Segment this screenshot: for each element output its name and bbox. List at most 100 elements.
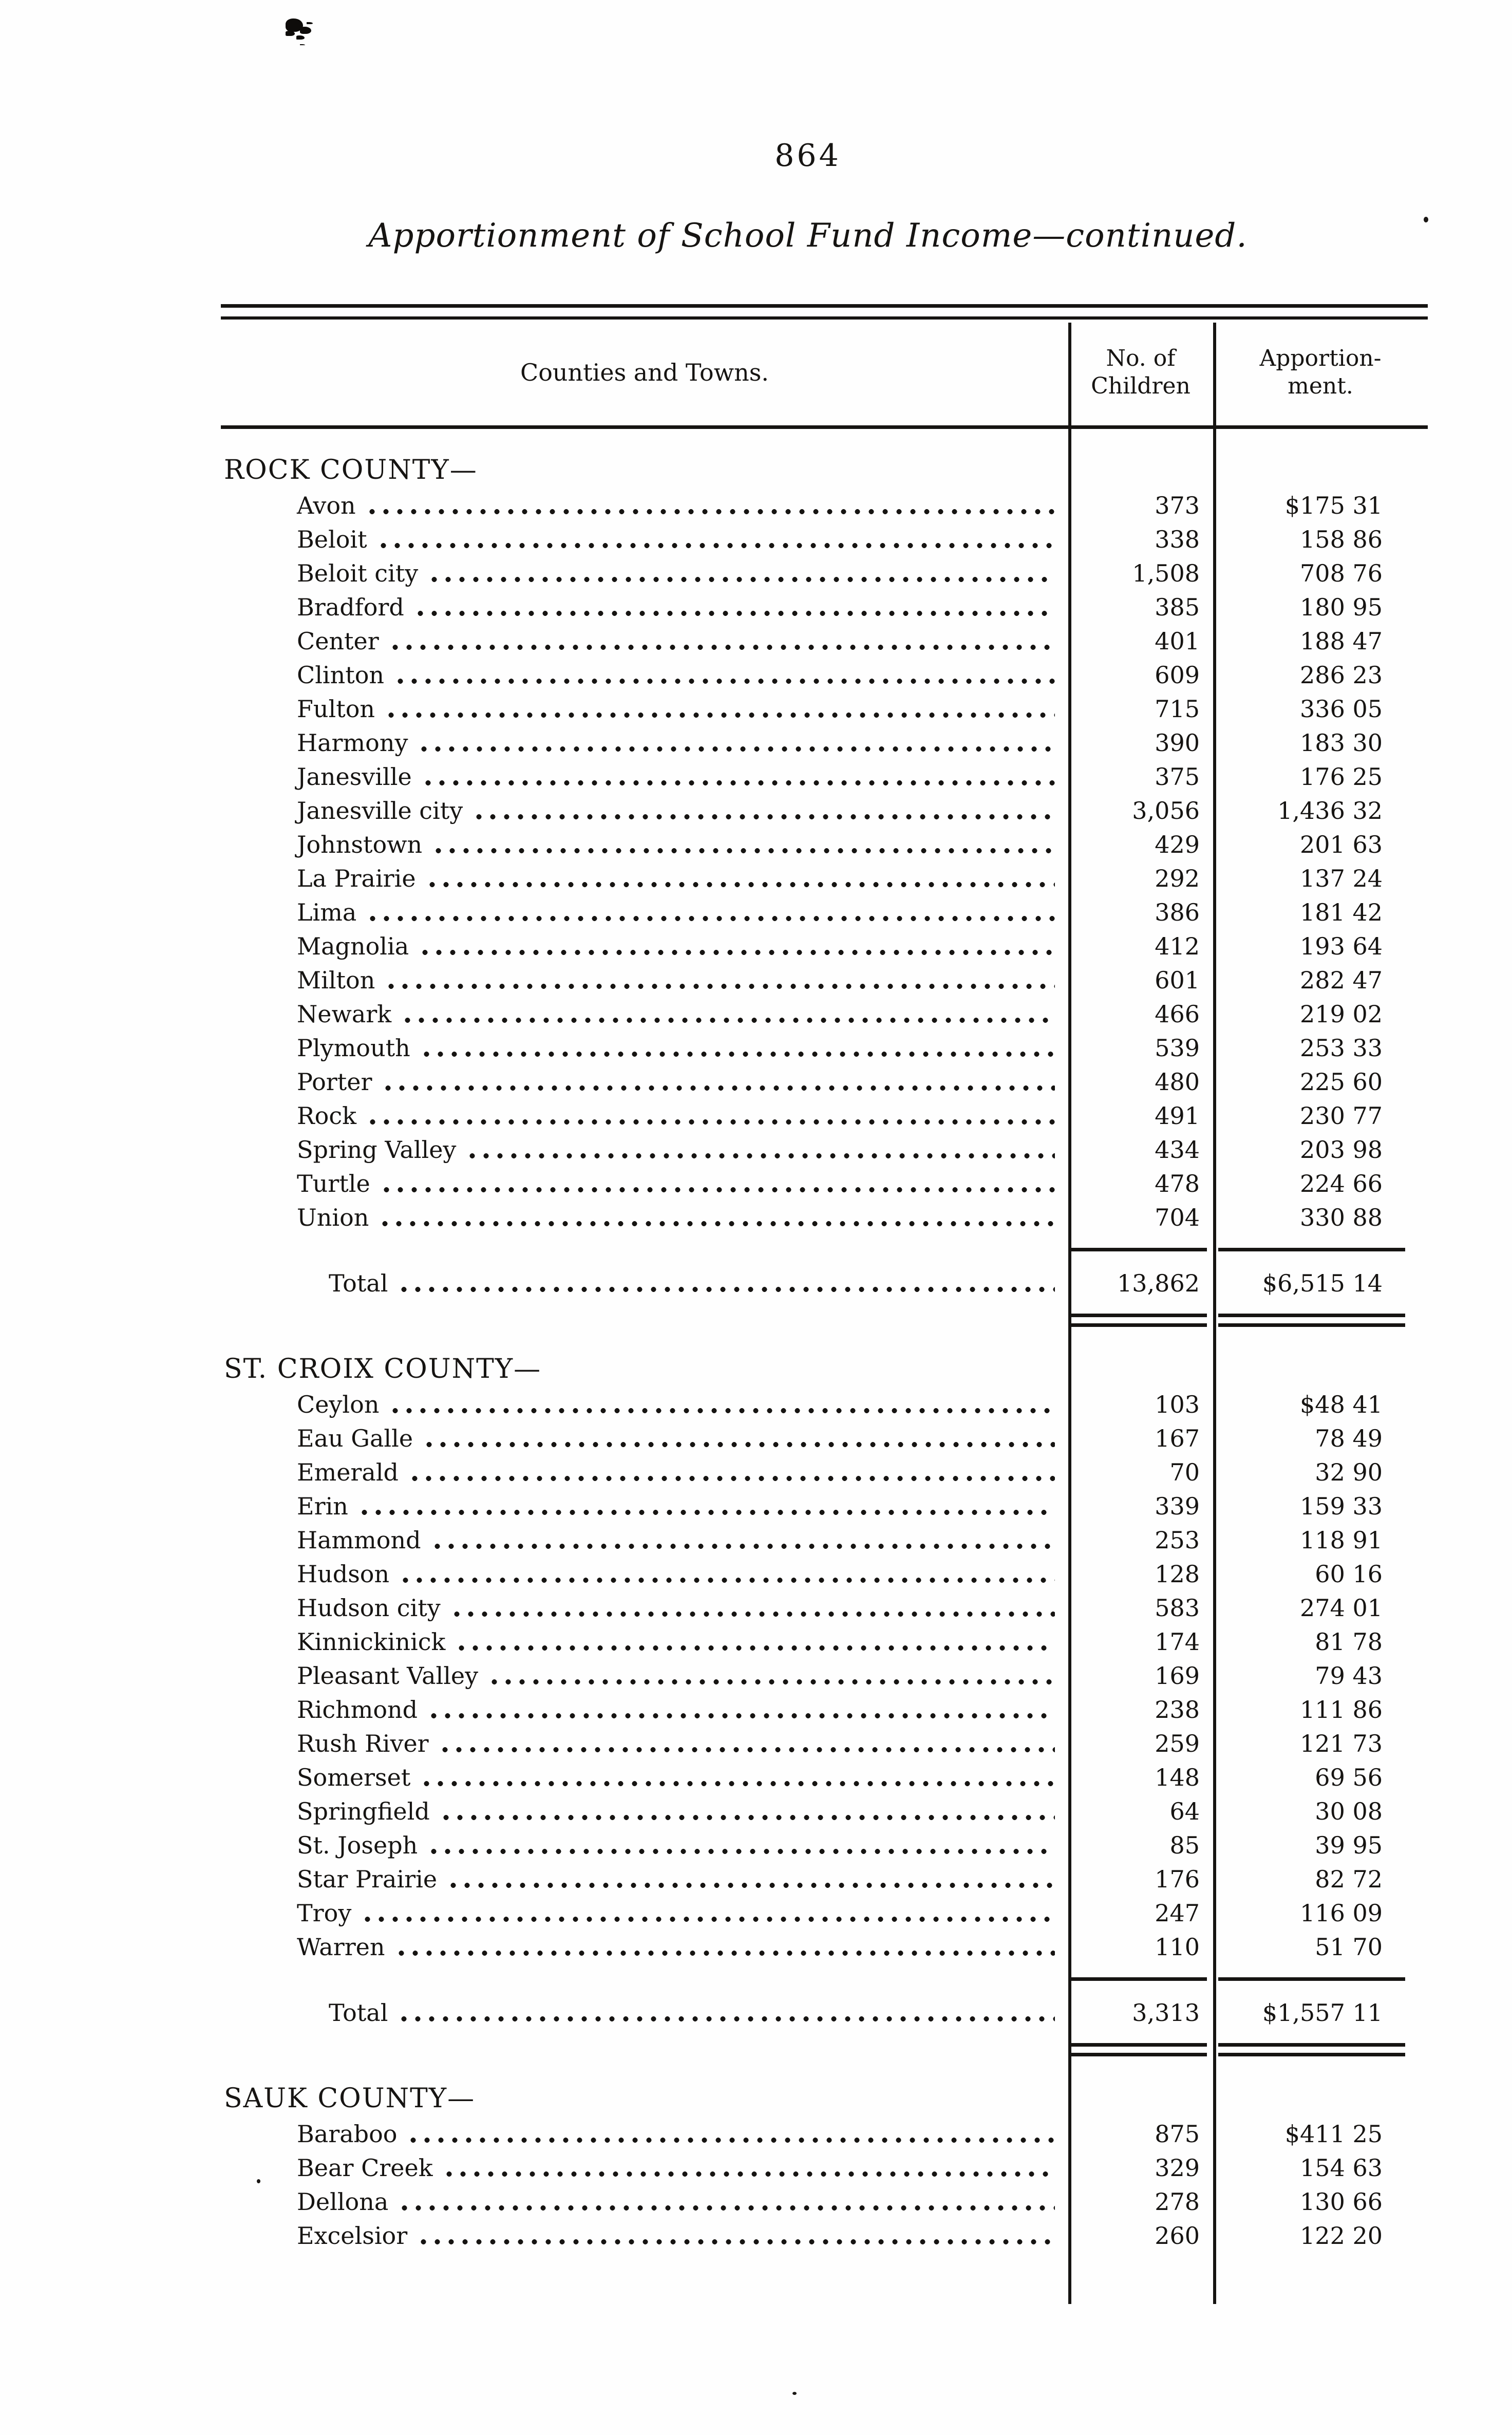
dot-leader	[427, 1828, 1055, 1862]
header-children-line1: No. of	[1106, 345, 1176, 371]
amount-value: 253 33	[1300, 1034, 1383, 1062]
town-name: Spring Valley	[297, 1136, 457, 1164]
children-value: 128	[1155, 1560, 1200, 1588]
apportionment-table: Counties and Towns. No. of Children Appo…	[221, 304, 1428, 2304]
table-row: Harmony 390 183 30	[221, 726, 1428, 760]
town-cell: Somerset	[221, 1760, 1068, 1794]
table-row: Eau Galle 167 78 49	[221, 1421, 1428, 1455]
town-cell: Dellona	[221, 2185, 1068, 2219]
header-apportionment-line2: ment.	[1288, 373, 1353, 399]
table-row: Bradford 385 180 95	[221, 590, 1428, 624]
children-value: 13,862	[1117, 1269, 1200, 1297]
town-name: Somerset	[297, 1764, 411, 1791]
town-cell: Porter	[221, 1065, 1068, 1099]
town-name: Johnstown	[297, 831, 423, 858]
dot-leader	[418, 929, 1055, 963]
table-row: Hudson 128 60 16	[221, 1557, 1428, 1591]
town-name: Erin	[297, 1492, 348, 1520]
amount-value: 230 77	[1300, 1102, 1383, 1130]
dot-leader	[388, 624, 1055, 658]
town-name: Richmond	[297, 1696, 418, 1724]
table-row: St. Joseph 85 39 95	[221, 1828, 1428, 1862]
town-name: Emerald	[297, 1458, 399, 1486]
town-name: Ceylon	[297, 1391, 380, 1418]
dot-leader	[422, 1421, 1055, 1455]
dot-leader	[421, 760, 1055, 794]
town-cell: Total	[221, 1996, 1068, 2030]
amount-value: 122 20	[1300, 2222, 1383, 2250]
town-cell: Newark	[221, 997, 1068, 1031]
children-value: 375	[1155, 763, 1200, 791]
amount-value: 60 16	[1315, 1560, 1383, 1588]
town-cell: Beloit city	[221, 556, 1068, 590]
header-no-of-children: No. of Children	[1068, 345, 1213, 400]
children-value: 466	[1155, 1000, 1200, 1028]
children-value: 478	[1155, 1170, 1200, 1197]
town-name: Kinnickinick	[297, 1628, 446, 1656]
town-name: Dellona	[297, 2188, 389, 2216]
table-row: Avon 373 $175 31	[221, 489, 1428, 522]
amount-value: 708 76	[1300, 559, 1383, 587]
amount-value: 121 73	[1300, 1730, 1383, 1757]
table-row: Springfield 64 30 08	[221, 1794, 1428, 1828]
town-name: Hudson	[297, 1560, 390, 1588]
table-row: La Prairie 292 137 24	[221, 861, 1428, 895]
county-name: ROCK COUNTY—	[224, 455, 478, 485]
scan-speck	[792, 2392, 797, 2395]
dot-leader	[417, 726, 1055, 760]
table-row: Beloit city 1,508 708 76	[221, 556, 1428, 590]
header-apportionment-line1: Apportion-	[1259, 345, 1382, 371]
town-name: Magnolia	[297, 932, 409, 960]
table-row: Richmond 238 111 86	[221, 1693, 1428, 1727]
children-value: 329	[1155, 2154, 1200, 2182]
dot-leader	[365, 1099, 1055, 1133]
amount-value: 39 95	[1315, 1831, 1383, 1859]
town-cell: Total	[221, 1266, 1068, 1300]
children-value: 401	[1155, 627, 1200, 655]
town-name: Rock	[297, 1102, 356, 1130]
county-name: ST. CROIX COUNTY—	[224, 1354, 542, 1384]
amount-value: 78 49	[1315, 1425, 1383, 1452]
amount-value: 51 70	[1315, 1933, 1383, 1961]
rule-line	[1071, 1248, 1207, 1251]
town-cell: Magnolia	[221, 929, 1068, 963]
double-rule-line	[1218, 2043, 1405, 2056]
amount-value: 188 47	[1300, 627, 1383, 655]
town-cell: Richmond	[221, 1693, 1068, 1727]
amount-value: 154 63	[1300, 2154, 1383, 2182]
town-cell: Avon	[221, 489, 1068, 522]
town-name: Hammond	[297, 1526, 421, 1554]
amount-value: 180 95	[1300, 593, 1383, 621]
town-cell: Center	[221, 624, 1068, 658]
children-value: 259	[1155, 1730, 1200, 1757]
town-cell: Hammond	[221, 1523, 1068, 1557]
dot-leader	[438, 1727, 1055, 1760]
dot-leader	[439, 1794, 1055, 1828]
dot-leader	[401, 997, 1055, 1031]
table-row: Hammond 253 118 91	[221, 1523, 1428, 1557]
town-cell: Springfield	[221, 1794, 1068, 1828]
dot-leader	[455, 1625, 1055, 1659]
table-row: Janesville city 3,056 1,436 32	[221, 794, 1428, 828]
amount-value: 176 25	[1300, 763, 1383, 791]
town-name: Total	[329, 1999, 388, 2027]
town-cell: Union	[221, 1201, 1068, 1234]
town-name: La Prairie	[297, 865, 416, 892]
children-value: 373	[1155, 492, 1200, 519]
dot-leader	[398, 2185, 1055, 2219]
town-cell: Baraboo	[221, 2117, 1068, 2151]
town-name: Baraboo	[297, 2120, 398, 2148]
children-value: 338	[1155, 526, 1200, 553]
county-header-row: ST. CROIX COUNTY—	[221, 1351, 1428, 1388]
amount-value: 193 64	[1300, 932, 1383, 960]
town-cell: Spring Valley	[221, 1133, 1068, 1167]
amount-value: 130 66	[1300, 2188, 1383, 2216]
amount-value: 137 24	[1300, 865, 1383, 892]
dot-leader	[487, 1659, 1055, 1693]
rule-line	[1218, 1977, 1405, 1981]
town-name: Newark	[297, 1000, 392, 1028]
dot-leader	[449, 1591, 1055, 1625]
children-value: 292	[1155, 865, 1200, 892]
town-name: Porter	[297, 1068, 372, 1096]
total-separator-rule	[221, 1977, 1428, 1981]
